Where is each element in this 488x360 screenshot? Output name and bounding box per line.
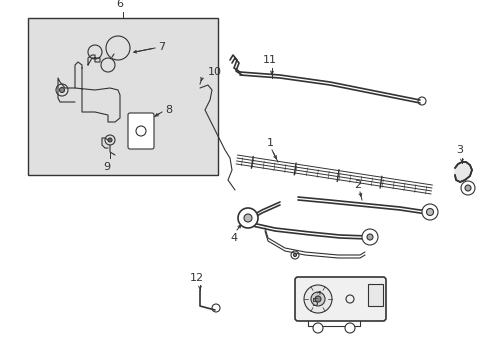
Circle shape bbox=[426, 208, 433, 216]
Text: 12: 12 bbox=[189, 273, 203, 283]
Circle shape bbox=[310, 292, 325, 306]
Text: 5: 5 bbox=[311, 298, 318, 308]
Circle shape bbox=[366, 234, 372, 240]
Circle shape bbox=[314, 296, 320, 302]
Circle shape bbox=[293, 253, 296, 256]
Text: 1: 1 bbox=[266, 138, 273, 148]
Circle shape bbox=[421, 204, 437, 220]
Text: 6: 6 bbox=[116, 0, 123, 9]
FancyBboxPatch shape bbox=[128, 113, 154, 149]
Text: 3: 3 bbox=[456, 145, 463, 155]
Text: 2: 2 bbox=[354, 180, 361, 190]
FancyBboxPatch shape bbox=[294, 277, 385, 321]
Text: 11: 11 bbox=[263, 55, 276, 65]
Circle shape bbox=[460, 181, 474, 195]
Text: 9: 9 bbox=[103, 162, 110, 172]
Text: 10: 10 bbox=[207, 67, 222, 77]
Text: 4: 4 bbox=[230, 233, 237, 243]
Circle shape bbox=[60, 87, 64, 93]
Circle shape bbox=[312, 323, 323, 333]
Circle shape bbox=[464, 185, 470, 191]
Bar bbox=[367, 284, 382, 306]
Circle shape bbox=[238, 208, 258, 228]
Text: 7: 7 bbox=[158, 42, 165, 52]
Circle shape bbox=[108, 138, 112, 142]
Circle shape bbox=[361, 229, 377, 245]
Text: 8: 8 bbox=[164, 105, 172, 115]
Circle shape bbox=[244, 214, 251, 222]
Circle shape bbox=[345, 323, 354, 333]
Bar bbox=[28, 18, 218, 175]
Polygon shape bbox=[454, 162, 471, 182]
Circle shape bbox=[304, 285, 331, 313]
